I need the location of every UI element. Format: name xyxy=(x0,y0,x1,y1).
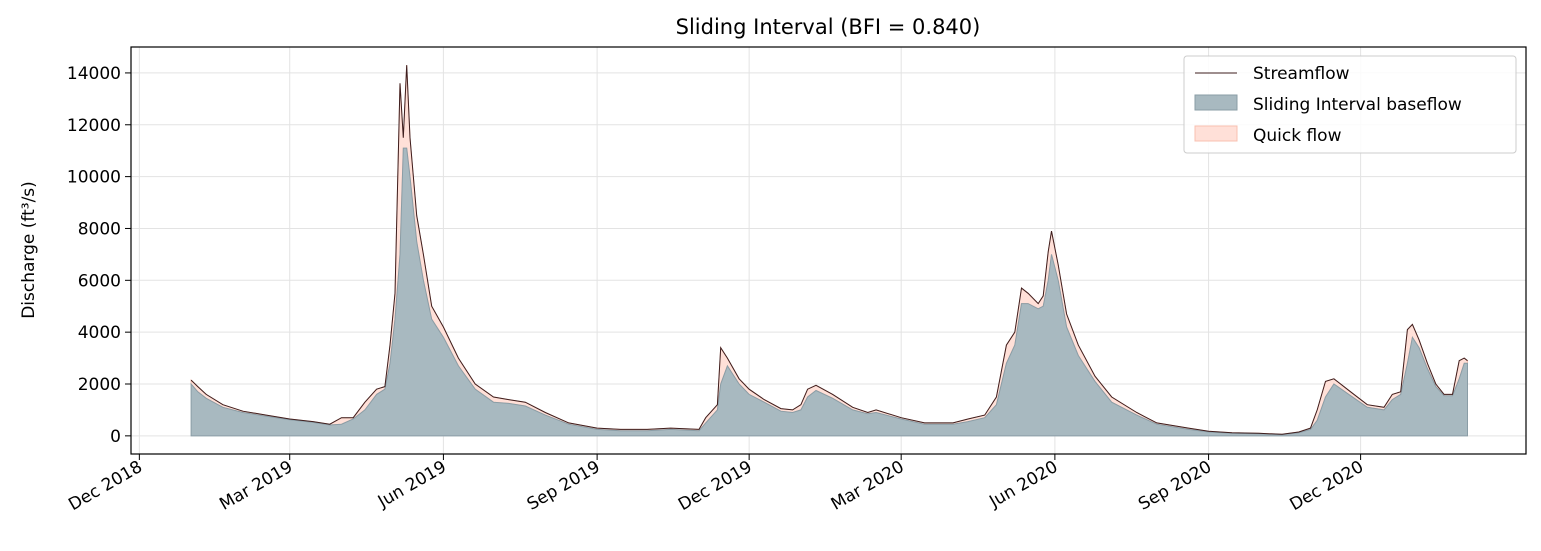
x-tick-label: Dec 2018 xyxy=(65,457,146,515)
x-axis: Dec 2018 Mar 2019 Jun 2019 Sep 2019 Dec 2019… xyxy=(65,454,1367,515)
y-tick-label: 4000 xyxy=(78,323,121,343)
y-axis: 0 2000 4000 6000 8000 10000 12000 14000 xyxy=(67,64,131,447)
chart-title: Sliding Interval (BFI = 0.840) xyxy=(676,15,981,39)
x-tick-label: Mar 2020 xyxy=(828,457,908,515)
legend: Streamflow Sliding Interval baseflow Qui… xyxy=(1183,55,1517,154)
legend-box xyxy=(1183,55,1517,154)
x-tick-label: Jun 2019 xyxy=(374,457,450,512)
x-tick-label: Sep 2020 xyxy=(1135,457,1215,515)
legend-label-quickflow: Quick flow xyxy=(1253,126,1342,146)
y-tick-label: 8000 xyxy=(78,219,121,239)
baseflow-area xyxy=(190,147,1468,437)
x-tick-label: Sep 2019 xyxy=(524,457,604,515)
y-tick-label: 14000 xyxy=(67,64,121,84)
y-tick-label: 6000 xyxy=(78,271,121,291)
plot-frame xyxy=(130,46,1527,455)
y-tick-label: 2000 xyxy=(78,375,121,395)
legend-label-baseflow: Sliding Interval baseflow xyxy=(1253,95,1462,115)
x-tick-label: Jun 2020 xyxy=(985,457,1061,512)
y-tick-label: 0 xyxy=(110,427,121,447)
y-tick-label: 12000 xyxy=(67,116,121,136)
y-tick-label: 10000 xyxy=(67,168,121,188)
x-tick-label: Dec 2020 xyxy=(1286,457,1367,515)
legend-swatch-quickflow xyxy=(1194,125,1238,142)
x-tick-label: Dec 2019 xyxy=(675,457,756,515)
grid xyxy=(131,47,1526,454)
legend-label-streamflow: Streamflow xyxy=(1253,64,1350,84)
legend-swatch-baseflow xyxy=(1194,94,1238,111)
y-axis-label: Discharge (ft³/s) xyxy=(19,181,39,319)
x-tick-label: Mar 2019 xyxy=(216,457,296,515)
plot-area xyxy=(190,65,1468,437)
streamflow-line xyxy=(190,65,1468,435)
